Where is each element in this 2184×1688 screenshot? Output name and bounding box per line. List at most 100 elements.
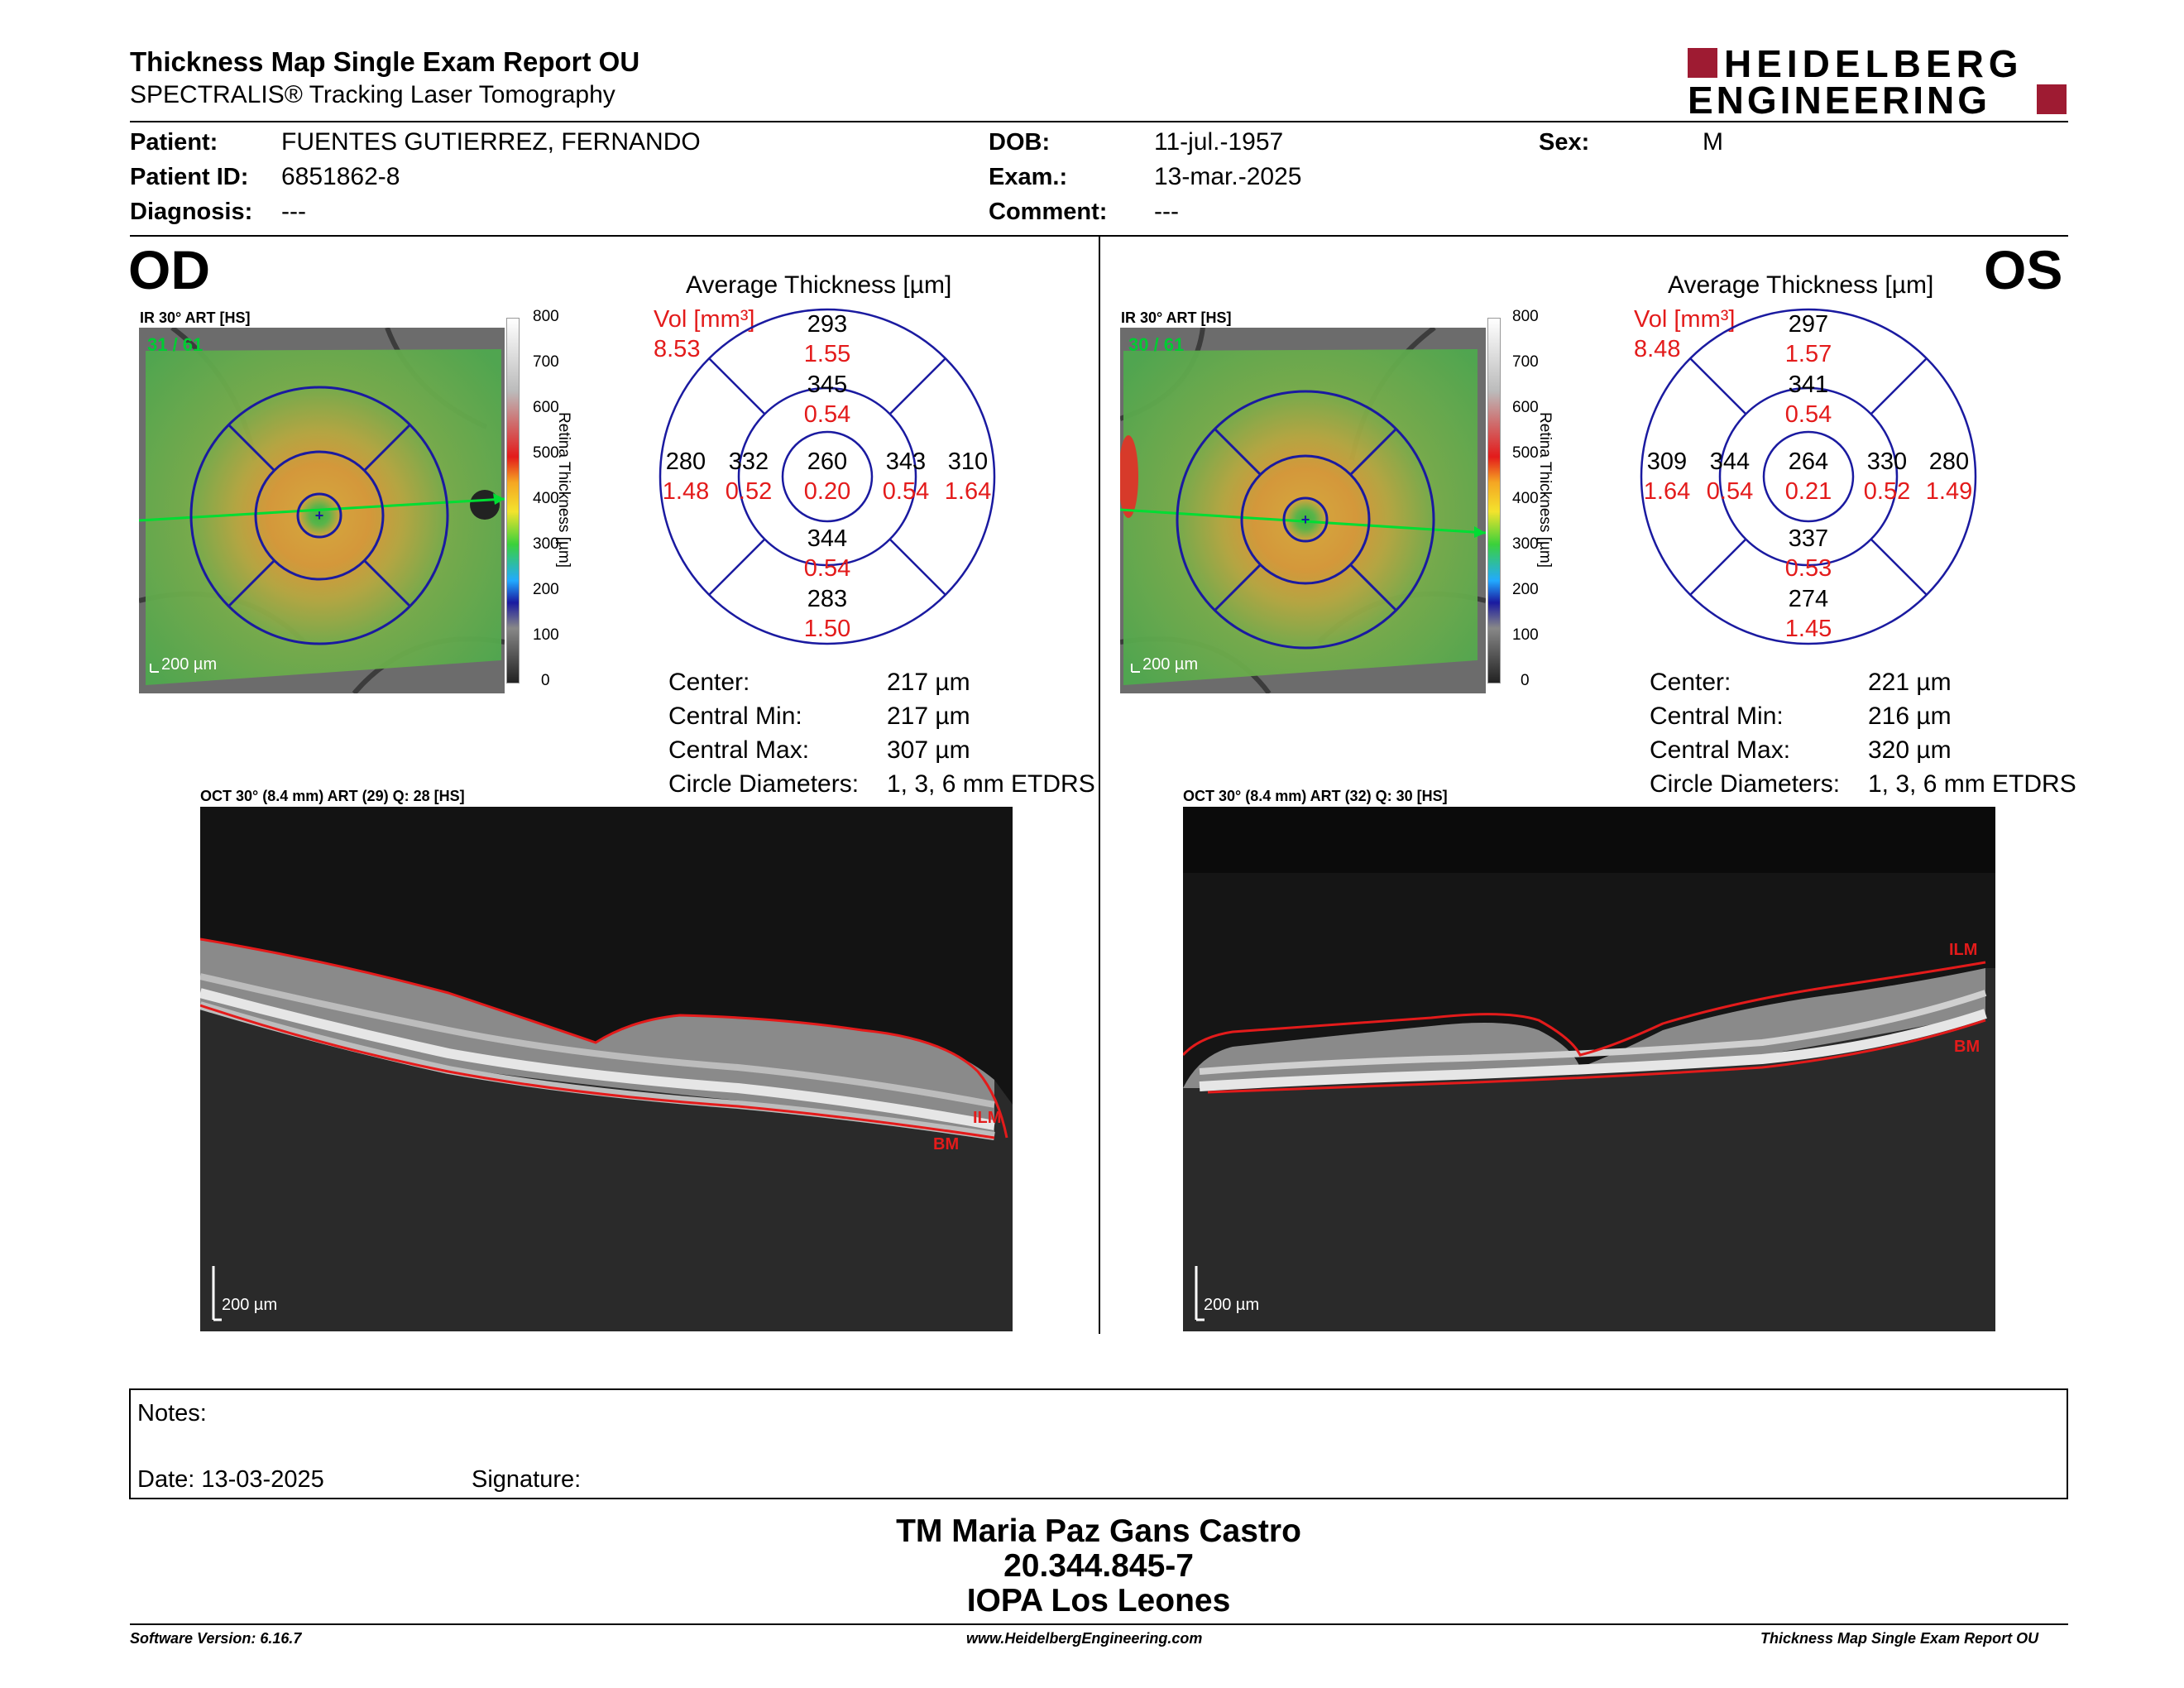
od-etdrs-grid: [657, 306, 998, 647]
sector-inner-right-volume: 0.52: [1863, 478, 1911, 505]
od-ir-label: IR 30° ART [HS]: [140, 309, 251, 326]
os-frames-counter: 30 / 61: [1128, 334, 1185, 355]
sector-outer-sup-thickness: 297: [1788, 311, 1829, 338]
os-colorbar-ticks: 800 700 600 500 400 300 200 100 0: [1512, 308, 1545, 697]
sector-inner-sup-thickness: 341: [1788, 372, 1829, 398]
colorbar-tick: 700: [533, 353, 559, 371]
od-bm-label: BM: [933, 1135, 960, 1153]
os-etdrs-values: 297 1.57 341 0.54 264 0.21 337 0.53 274 …: [1638, 306, 1979, 647]
sector-center-thickness: 264: [1788, 448, 1829, 475]
od-vol-total: 8.53: [654, 336, 701, 362]
od-etdrs-values: 293 1.55 345 0.54 260 0.20 344 0.54 283 …: [657, 306, 998, 647]
od-fundus-image: +: [138, 325, 505, 695]
os-ilm-label: ILM: [1949, 941, 1978, 959]
sector-inner-right-thickness: 330: [1866, 448, 1908, 475]
sector-inner-right-volume: 0.54: [882, 478, 930, 505]
sector-inner-left-thickness: 332: [728, 448, 769, 475]
sector-inner-sup-thickness: 345: [807, 372, 848, 398]
signer-org: IOPA Los Leones: [966, 1583, 1231, 1618]
sector-outer-left-volume: 1.48: [662, 478, 710, 505]
sector-outer-right-volume: 1.49: [1925, 478, 1973, 505]
stat-label: Circle Diameters:: [668, 770, 860, 798]
sector-inner-sup-volume: 0.54: [803, 401, 851, 428]
stat-value: 1, 3, 6 mm ETDRS: [1868, 770, 2076, 798]
os-fundus-image: +: [1118, 325, 1487, 695]
patient-divider: [130, 235, 2068, 237]
stat-label: Center:: [1650, 669, 1731, 696]
sector-outer-sup-volume: 1.57: [1784, 341, 1832, 367]
os-vol-label: Vol [mm³]: [1634, 306, 1736, 333]
od-frames-counter: 31 / 61: [147, 334, 204, 355]
od-colorbar-axis-label: Retina Thickness [µm]: [555, 412, 572, 568]
colorbar-tick: 100: [533, 626, 559, 644]
notes-box: Notes: Date: 13-03-2025 Signature:: [129, 1388, 2068, 1499]
od-oct-label: OCT 30° (8.4 mm) ART (29) Q: 28 [HS]: [200, 788, 465, 804]
colorbar-tick: 200: [1512, 581, 1539, 598]
sector-center-volume: 0.20: [803, 478, 851, 505]
os-ir-label: IR 30° ART [HS]: [1121, 309, 1232, 326]
stat-label: Center:: [668, 669, 750, 696]
os-fundus-scale: 200 µm: [1142, 655, 1199, 674]
os-oct-label: OCT 30° (8.4 mm) ART (32) Q: 30 [HS]: [1183, 788, 1448, 804]
sex-value: M: [1703, 128, 1723, 156]
colorbar-tick: 300: [1512, 535, 1539, 553]
sector-inner-inf-volume: 0.54: [803, 555, 851, 582]
sector-outer-left-thickness: 309: [1646, 448, 1688, 475]
colorbar-tick: 500: [533, 444, 559, 462]
sex-label: Sex:: [1539, 129, 1590, 156]
sector-inner-right-thickness: 343: [885, 448, 927, 475]
report-subtitle: SPECTRALIS® Tracking Laser Tomography: [130, 81, 615, 108]
colorbar-tick: 0: [541, 672, 550, 689]
colorbar-tick: 800: [533, 308, 559, 325]
stat-label: Central Max:: [1650, 736, 1791, 764]
od-vol-label: Vol [mm³]: [654, 306, 755, 333]
dob-label: DOB:: [989, 129, 1051, 156]
notes-label: Notes:: [137, 1400, 207, 1427]
os-avg-title: Average Thickness [µm]: [1668, 271, 1934, 299]
od-oct-scale: 200 µm: [222, 1296, 278, 1314]
sector-center-volume: 0.21: [1784, 478, 1832, 505]
sector-outer-inf-volume: 1.45: [1784, 616, 1832, 642]
stat-value: 217 µm: [887, 669, 970, 696]
patient-label: Patient:: [130, 129, 218, 156]
os-colorbar-axis-label: Retina Thickness [µm]: [1536, 412, 1554, 568]
comment-value: ---: [1154, 198, 1179, 225]
os-colorbar: [1487, 318, 1501, 683]
sector-outer-inf-volume: 1.50: [803, 616, 851, 642]
stat-value: 320 µm: [1868, 736, 1952, 764]
colorbar-tick: 500: [1512, 444, 1539, 462]
stat-value: 216 µm: [1868, 703, 1952, 730]
stat-label: Circle Diameters:: [1650, 770, 1841, 798]
sector-inner-left-volume: 0.54: [1706, 478, 1754, 505]
svg-text:+: +: [1301, 511, 1310, 528]
website-link[interactable]: www.HeidelbergEngineering.com: [966, 1630, 1203, 1647]
footer-divider: [130, 1623, 2068, 1625]
heidelberg-logo: HEIDELBERG ENGINEERING: [1688, 42, 2068, 122]
sector-outer-inf-thickness: 283: [807, 586, 848, 612]
od-ilm-label: ILM: [973, 1109, 1002, 1127]
sector-inner-inf-thickness: 344: [807, 525, 848, 552]
logo-square-top: [1688, 48, 1717, 78]
diagnosis-value: ---: [281, 198, 306, 225]
sector-inner-left-volume: 0.52: [725, 478, 773, 505]
sector-outer-inf-thickness: 274: [1788, 586, 1829, 612]
stat-label: Central Min:: [668, 703, 802, 730]
dob-value: 11-jul.-1957: [1154, 128, 1284, 156]
colorbar-tick: 400: [1512, 490, 1539, 507]
od-fundus-scale: 200 µm: [161, 655, 218, 674]
sector-outer-sup-thickness: 293: [807, 311, 848, 338]
diagnosis-label: Diagnosis:: [130, 199, 253, 225]
date-label: Date: 13-03-2025: [137, 1466, 324, 1493]
stat-label: Central Min:: [1650, 703, 1784, 730]
patient-name: FUENTES GUTIERREZ, FERNANDO: [281, 128, 701, 156]
svg-text:+: +: [315, 507, 324, 524]
exam-label: Exam.:: [989, 164, 1068, 190]
colorbar-tick: 400: [533, 490, 559, 507]
colorbar-tick: 600: [533, 399, 559, 416]
colorbar-tick: 0: [1521, 672, 1530, 689]
sector-inner-left-thickness: 344: [1709, 448, 1751, 475]
logo-line1: HEIDELBERG: [1724, 42, 2024, 85]
stat-value: 217 µm: [887, 703, 970, 730]
sector-inner-sup-volume: 0.54: [1784, 401, 1832, 428]
os-oct-bscan: [1181, 807, 1995, 1331]
